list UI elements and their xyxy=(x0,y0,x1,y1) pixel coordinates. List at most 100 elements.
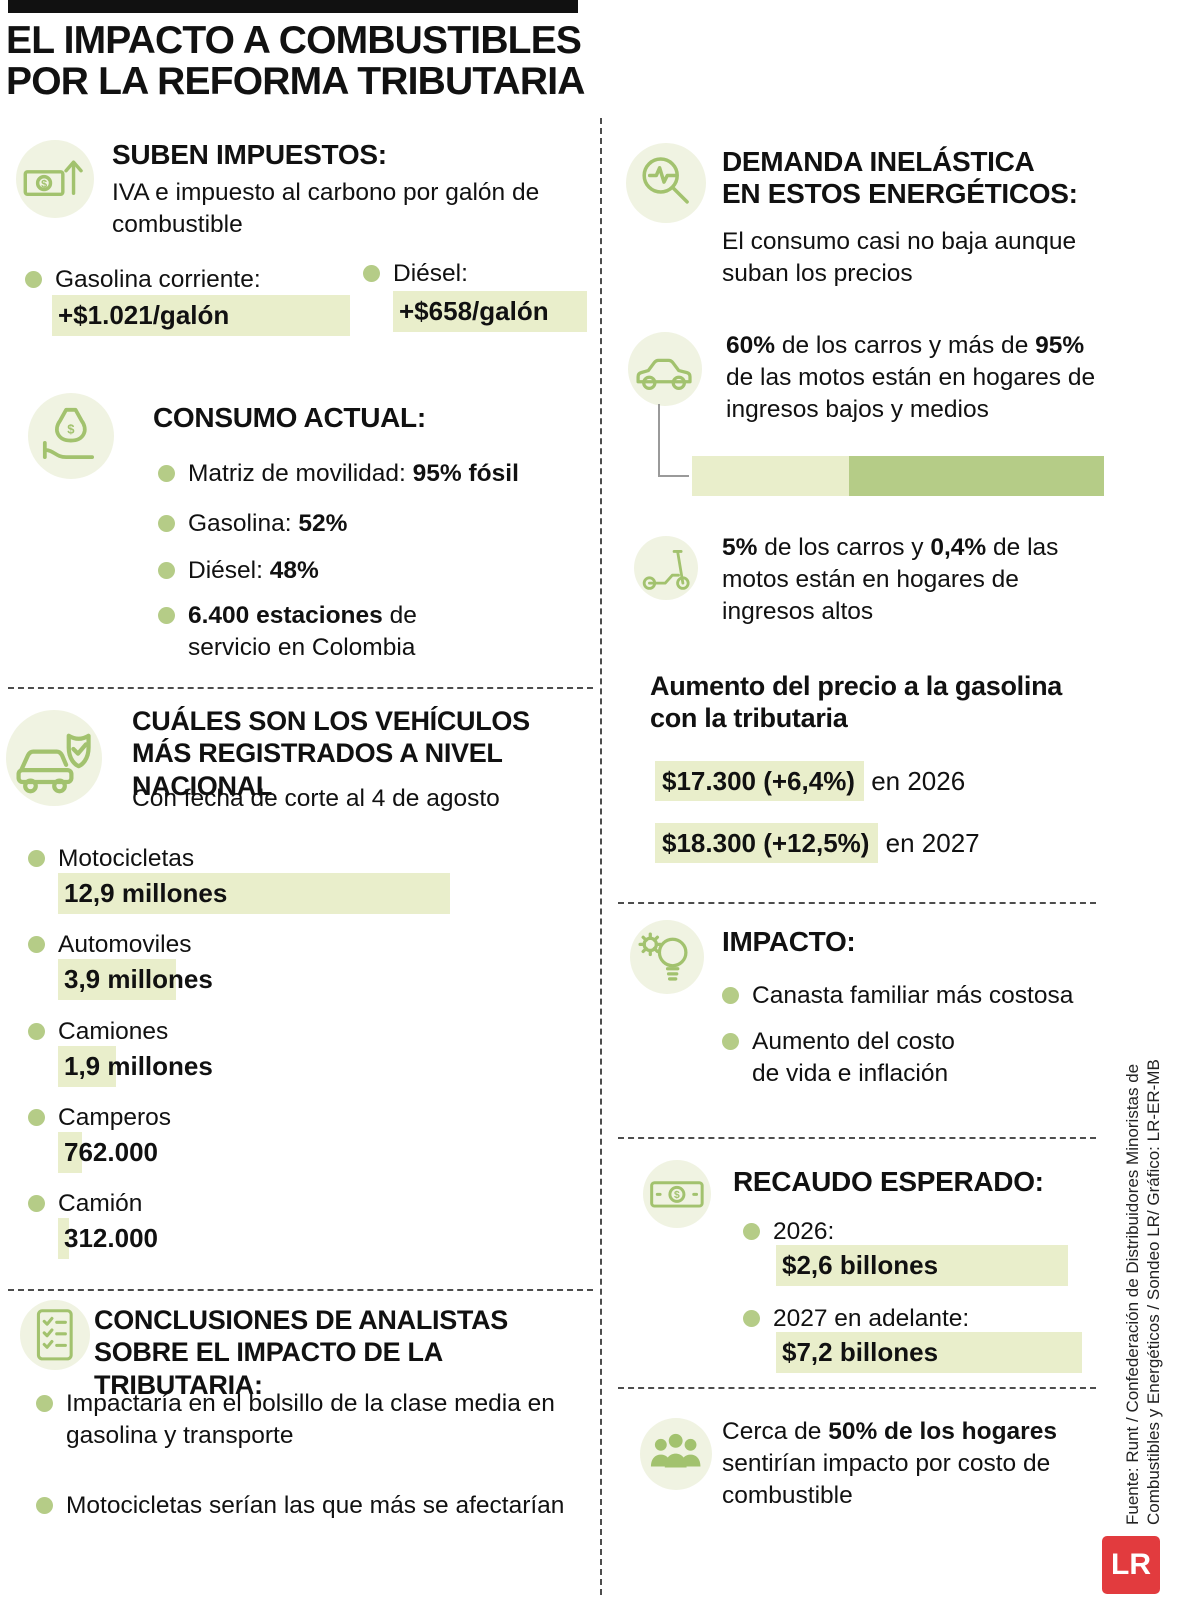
tax-item-gasolina: Gasolina corriente: xyxy=(25,264,355,296)
page-title-line2: POR LA REFORMA TRIBUTARIA xyxy=(6,60,585,104)
vehicle-row-camperos: Camperos xyxy=(28,1102,428,1134)
connector-line xyxy=(658,404,689,477)
gear-bulb-icon xyxy=(630,920,704,994)
vehicle-row-automoviles: Automoviles xyxy=(28,929,428,961)
icon-circle xyxy=(630,920,704,994)
impact-bullet: Canasta familiar más costosa xyxy=(722,980,1122,1012)
right-divider-3 xyxy=(618,1387,1096,1389)
vehicle-value-text: 312.000 xyxy=(64,1223,158,1253)
households-text: Cerca de 50% de los hogares sentirían im… xyxy=(722,1418,1057,1509)
icon-circle xyxy=(16,140,94,218)
consumption-title: CONSUMO ACTUAL: xyxy=(153,402,426,433)
vehicle-name: Camiones xyxy=(58,1018,169,1045)
tax-item-diesel-value: +$658/galón xyxy=(393,291,587,332)
bullet-text: Canasta familiar más costosa xyxy=(752,982,1074,1009)
conclusion-bullet: Motocicletas serían las que más se afect… xyxy=(36,1490,596,1522)
demand-title-line2: EN ESTOS ENERGÉTICOS: xyxy=(722,178,1078,210)
tax-item-diesel: Diésel: xyxy=(363,258,583,290)
value-highlight-bar xyxy=(58,959,176,1000)
value-highlight-bar xyxy=(58,1046,116,1087)
car-shield-icon xyxy=(6,710,102,806)
vehicle-value: 1,9 millones xyxy=(58,1046,213,1087)
icon-circle xyxy=(28,393,114,479)
value-highlight-bar xyxy=(58,1132,82,1173)
consumption-bullet: Matriz de movilidad: 95% fósil xyxy=(158,458,578,490)
vehicle-name: Automoviles xyxy=(58,931,192,958)
bullet-dot xyxy=(158,515,175,532)
left-divider-1 xyxy=(8,687,593,689)
vehicles-subtitle: Con fecha de corte al 4 de agosto xyxy=(132,785,500,812)
bullet-dot xyxy=(36,1497,53,1514)
icon-circle xyxy=(634,536,698,600)
bullet-text: Gasolina: 52% xyxy=(188,510,348,537)
icon-circle xyxy=(626,143,706,223)
bullet-dot xyxy=(158,465,175,482)
revenue-item-label: 2026: xyxy=(743,1216,1073,1248)
consumption-bullet: Gasolina: 52% xyxy=(158,508,578,540)
checklist-icon xyxy=(20,1300,90,1370)
vehicle-name: Camión xyxy=(58,1190,143,1217)
revenue-item-label: 2027 en adelante: xyxy=(743,1303,1073,1335)
vehicle-value-text: 762.000 xyxy=(64,1137,158,1167)
bullet-dot xyxy=(158,607,175,624)
banknote-icon: $ xyxy=(643,1160,711,1228)
demand-title-line1: DEMANDA INELÁSTICA xyxy=(722,146,1035,177)
vehicle-row-motocicletas: Motocicletas xyxy=(28,843,428,875)
value-highlight-bar xyxy=(776,1332,1082,1373)
bullet-dot xyxy=(28,850,45,867)
price-increase-title: Aumento del precio a la gasolina con la … xyxy=(650,671,1062,734)
source-line2: Combustibles y Energéticos / Sondeo LR/ … xyxy=(1144,1059,1164,1525)
revenue-title: RECAUDO ESPERADO: xyxy=(733,1166,1044,1197)
source-line1: Fuente: Runt / Confederación de Distribu… xyxy=(1123,1063,1142,1525)
demand-subtitle: El consumo casi no baja aunque suban los… xyxy=(722,228,1077,287)
bullet-text: Matriz de movilidad: 95% fósil xyxy=(188,460,519,487)
revenue-value-text: $2,6 billones xyxy=(782,1250,939,1280)
svg-text:$: $ xyxy=(674,1190,680,1201)
revenue-value: $2,6 billones xyxy=(776,1245,1068,1286)
vehicle-value-text: 12,9 millones xyxy=(64,878,228,908)
bullet-dot xyxy=(743,1310,760,1327)
vehicle-name: Camperos xyxy=(58,1104,172,1131)
conclusion-bullet: Impactaría en el bolsillo de la clase me… xyxy=(36,1388,581,1452)
top-rule xyxy=(8,0,578,13)
center-divider xyxy=(600,118,602,1595)
bar-segment-dark xyxy=(848,456,1104,496)
people-icon xyxy=(640,1418,712,1490)
vehicle-value: 762.000 xyxy=(58,1132,158,1173)
svg-text:$: $ xyxy=(41,178,47,190)
scooter-icon xyxy=(634,536,698,600)
tax-value-text: +$1.021/galón xyxy=(58,300,230,330)
revenue-value-text: $7,2 billones xyxy=(782,1337,939,1367)
bullet-dot xyxy=(28,936,45,953)
bullet-text: Aumento del costo de vida e inflación xyxy=(752,1028,955,1087)
bullet-dot xyxy=(158,562,175,579)
tax-item-label: Diésel: xyxy=(393,260,468,287)
icon-circle xyxy=(643,1160,711,1228)
price-value-highlight: $18.300 (+12,5%) xyxy=(655,823,879,863)
lr-logo: LR xyxy=(1102,1536,1160,1594)
vehicle-value: 12,9 millones xyxy=(58,873,450,914)
value-highlight-bar xyxy=(393,291,587,332)
bullet-dot xyxy=(743,1223,760,1240)
price-suffix: en 2026 xyxy=(863,766,966,796)
consumption-bullet: Diésel: 48% xyxy=(158,555,578,587)
price-suffix: en 2027 xyxy=(878,828,980,858)
impact-title: IMPACTO: xyxy=(722,926,856,957)
impact-bullet: Aumento del costo de vida e inflación xyxy=(722,1026,977,1090)
money-bag-hand-icon: $ xyxy=(28,393,114,479)
tax-item-label: Gasolina corriente: xyxy=(55,266,261,293)
revenue-value: $7,2 billones xyxy=(776,1332,1082,1373)
bullet-text: Motocicletas serían las que más se afect… xyxy=(66,1492,565,1519)
taxes-title: SUBEN IMPUESTOS: xyxy=(112,139,387,170)
value-highlight-bar xyxy=(52,295,350,336)
bar-segment-light xyxy=(692,456,849,496)
revenue-year-label: 2027 en adelante: xyxy=(773,1305,970,1332)
page-title-line1: EL IMPACTO A COMBUSTIBLES xyxy=(6,19,582,62)
consumption-bullet: 6.400 estaciones de servicio en Colombia xyxy=(158,600,458,664)
tax-item-gasolina-value: +$1.021/galón xyxy=(52,295,350,336)
vehicle-name: Motocicletas xyxy=(58,845,195,872)
bullet-dot xyxy=(28,1195,45,1212)
vehicle-value-text: 3,9 millones xyxy=(64,964,213,994)
bullet-dot xyxy=(36,1395,53,1412)
bullet-dot xyxy=(28,1023,45,1040)
